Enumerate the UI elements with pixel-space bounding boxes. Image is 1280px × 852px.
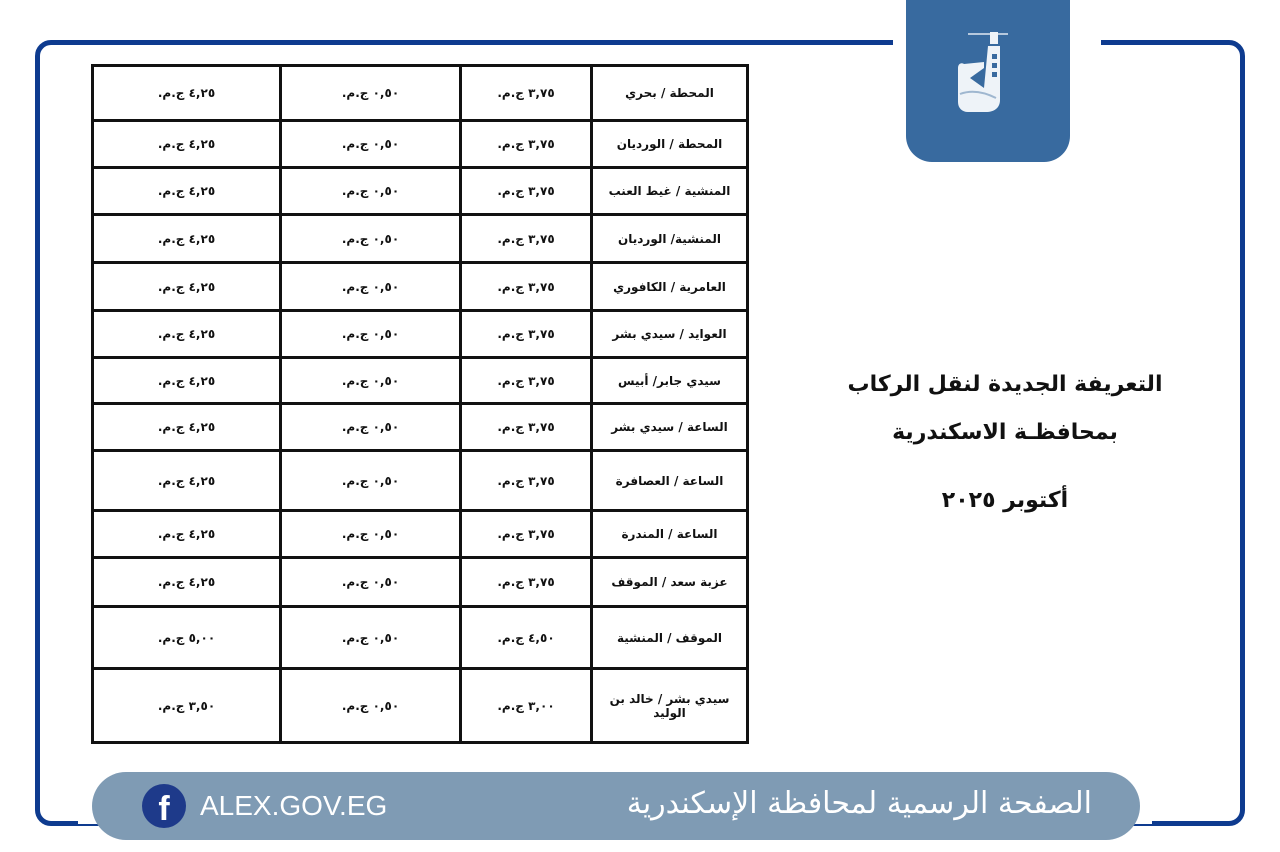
route-cell: الموقف / المنشية bbox=[590, 605, 749, 670]
increase-cell: ٠,٥٠ ج.م. bbox=[279, 509, 462, 559]
table-row: الساعة / المندرة ٣,٧٥ ج.م. ٠,٥٠ ج.م. ٤,٢٥ ج… bbox=[91, 509, 749, 559]
fare-cell: ٣,٧٥ ج.م. bbox=[459, 213, 593, 264]
fare-cell: ٣,٧٥ ج.م. bbox=[459, 309, 593, 359]
increase-cell: ٠,٥٠ ج.م. bbox=[279, 64, 462, 122]
total-cell: ٤,٢٥ ج.م. bbox=[91, 402, 282, 452]
route-cell: العوايد / سيدي بشر bbox=[590, 309, 749, 359]
total-cell: ٤,٢٥ ج.م. bbox=[91, 213, 282, 264]
route-cell: العامرية / الكافوري bbox=[590, 261, 749, 312]
increase-cell: ٠,٥٠ ج.م. bbox=[279, 119, 462, 169]
page-subtitle: بمحافظـة الاسكندرية bbox=[892, 420, 1118, 445]
table-row: الساعة / سيدي بشر ٣,٧٥ ج.م. ٠,٥٠ ج.م. ٤,٢٥ … bbox=[91, 402, 749, 452]
total-cell: ٤,٢٥ ج.م. bbox=[91, 119, 282, 169]
table-row: المحطة / الورديان ٣,٧٥ ج.م. ٠,٥٠ ج.م. ٤,٢٥ … bbox=[91, 119, 749, 169]
fare-cell: ٣,٧٥ ج.م. bbox=[459, 509, 593, 559]
route-cell: المنشية / غيط العنب bbox=[590, 166, 749, 216]
total-cell: ٤,٢٥ ج.م. bbox=[91, 356, 282, 405]
increase-cell: ٠,٥٠ ج.م. bbox=[279, 605, 462, 670]
total-cell: ٤,٢٥ ج.م. bbox=[91, 261, 282, 312]
table-row: الموقف / المنشية ٤,٥٠ ج.م. ٠,٥٠ ج.م. ٥,٠٠ ج… bbox=[91, 605, 749, 670]
official-page-label: الصفحة الرسمية لمحافظة الإسكندرية bbox=[626, 786, 1092, 821]
route-cell: المنشية/ الورديان bbox=[590, 213, 749, 264]
table-row: المنشية / غيط العنب ٣,٧٥ ج.م. ٠,٥٠ ج.م. ٤,٢… bbox=[91, 166, 749, 216]
fare-table: المحطة / بحري ٣,٧٥ ج.م. ٠,٥٠ ج.م. ٤,٢٥ ج.م.… bbox=[91, 64, 749, 744]
total-cell: ٤,٢٥ ج.م. bbox=[91, 449, 282, 512]
page-title: التعريفة الجديدة لنقل الركاب bbox=[847, 372, 1163, 397]
total-cell: ٣,٥٠ ج.م. bbox=[91, 667, 282, 744]
route-cell: عزبة سعد / الموقف bbox=[590, 556, 749, 608]
table-row: العامرية / الكافوري ٣,٧٥ ج.م. ٠,٥٠ ج.م. ٤,٢… bbox=[91, 261, 749, 312]
fare-cell: ٣,٠٠ ج.م. bbox=[459, 667, 593, 744]
total-cell: ٤,٢٥ ج.م. bbox=[91, 309, 282, 359]
fare-cell: ٤,٥٠ ج.م. bbox=[459, 605, 593, 670]
route-cell: الساعة / المندرة bbox=[590, 509, 749, 559]
increase-cell: ٠,٥٠ ج.م. bbox=[279, 667, 462, 744]
table-row: المنشية/ الورديان ٣,٧٥ ج.م. ٠,٥٠ ج.م. ٤,٢٥ … bbox=[91, 213, 749, 264]
table-row: العوايد / سيدي بشر ٣,٧٥ ج.م. ٠,٥٠ ج.م. ٤,٢٥… bbox=[91, 309, 749, 359]
route-cell: المحطة / بحري bbox=[590, 64, 749, 122]
table-row: الساعة / العصافرة ٣,٧٥ ج.م. ٠,٥٠ ج.م. ٤,٢٥ … bbox=[91, 449, 749, 512]
facebook-icon[interactable]: f bbox=[142, 784, 186, 828]
total-cell: ٥,٠٠ ج.م. bbox=[91, 605, 282, 670]
fare-cell: ٣,٧٥ ج.م. bbox=[459, 449, 593, 512]
table-row: المحطة / بحري ٣,٧٥ ج.م. ٠,٥٠ ج.م. ٤,٢٥ ج.م. bbox=[91, 64, 749, 122]
route-cell: سيدي جابر/ أبيس bbox=[590, 356, 749, 405]
site-link[interactable]: ALEX.GOV.EG bbox=[200, 790, 388, 821]
increase-cell: ٠,٥٠ ج.م. bbox=[279, 356, 462, 405]
fare-cell: ٣,٧٥ ج.م. bbox=[459, 402, 593, 452]
total-cell: ٤,٢٥ ج.م. bbox=[91, 509, 282, 559]
increase-cell: ٠,٥٠ ج.م. bbox=[279, 449, 462, 512]
route-cell: الساعة / سيدي بشر bbox=[590, 402, 749, 452]
fare-cell: ٣,٧٥ ج.م. bbox=[459, 119, 593, 169]
alexandria-lighthouse-logo-icon bbox=[958, 32, 1008, 112]
increase-cell: ٠,٥٠ ج.م. bbox=[279, 213, 462, 264]
fare-cell: ٣,٧٥ ج.م. bbox=[459, 166, 593, 216]
governorate-logo bbox=[906, 0, 1070, 162]
table-row: سيدي بشر / خالد بن الوليد ٣,٠٠ ج.م. ٠,٥٠ ج… bbox=[91, 667, 749, 744]
increase-cell: ٠,٥٠ ج.م. bbox=[279, 166, 462, 216]
increase-cell: ٠,٥٠ ج.م. bbox=[279, 261, 462, 312]
increase-cell: ٠,٥٠ ج.م. bbox=[279, 402, 462, 452]
increase-cell: ٠,٥٠ ج.م. bbox=[279, 556, 462, 608]
total-cell: ٤,٢٥ ج.م. bbox=[91, 556, 282, 608]
table-row: عزبة سعد / الموقف ٣,٧٥ ج.م. ٠,٥٠ ج.م. ٤,٢٥ … bbox=[91, 556, 749, 608]
total-cell: ٤,٢٥ ج.م. bbox=[91, 166, 282, 216]
footer-bar: f ALEX.GOV.EG الصفحة الرسمية لمحافظة الإ… bbox=[92, 772, 1140, 840]
total-cell: ٤,٢٥ ج.م. bbox=[91, 64, 282, 122]
date-label: أكتوبر ٢٠٢٥ bbox=[941, 488, 1069, 513]
table-row: سيدي جابر/ أبيس ٣,٧٥ ج.م. ٠,٥٠ ج.م. ٤,٢٥ ج.… bbox=[91, 356, 749, 405]
fare-cell: ٣,٧٥ ج.م. bbox=[459, 556, 593, 608]
route-cell: المحطة / الورديان bbox=[590, 119, 749, 169]
fare-cell: ٣,٧٥ ج.م. bbox=[459, 261, 593, 312]
fare-cell: ٣,٧٥ ج.م. bbox=[459, 64, 593, 122]
route-cell: سيدي بشر / خالد بن الوليد bbox=[590, 667, 749, 744]
route-cell: الساعة / العصافرة bbox=[590, 449, 749, 512]
increase-cell: ٠,٥٠ ج.م. bbox=[279, 309, 462, 359]
fare-cell: ٣,٧٥ ج.م. bbox=[459, 356, 593, 405]
